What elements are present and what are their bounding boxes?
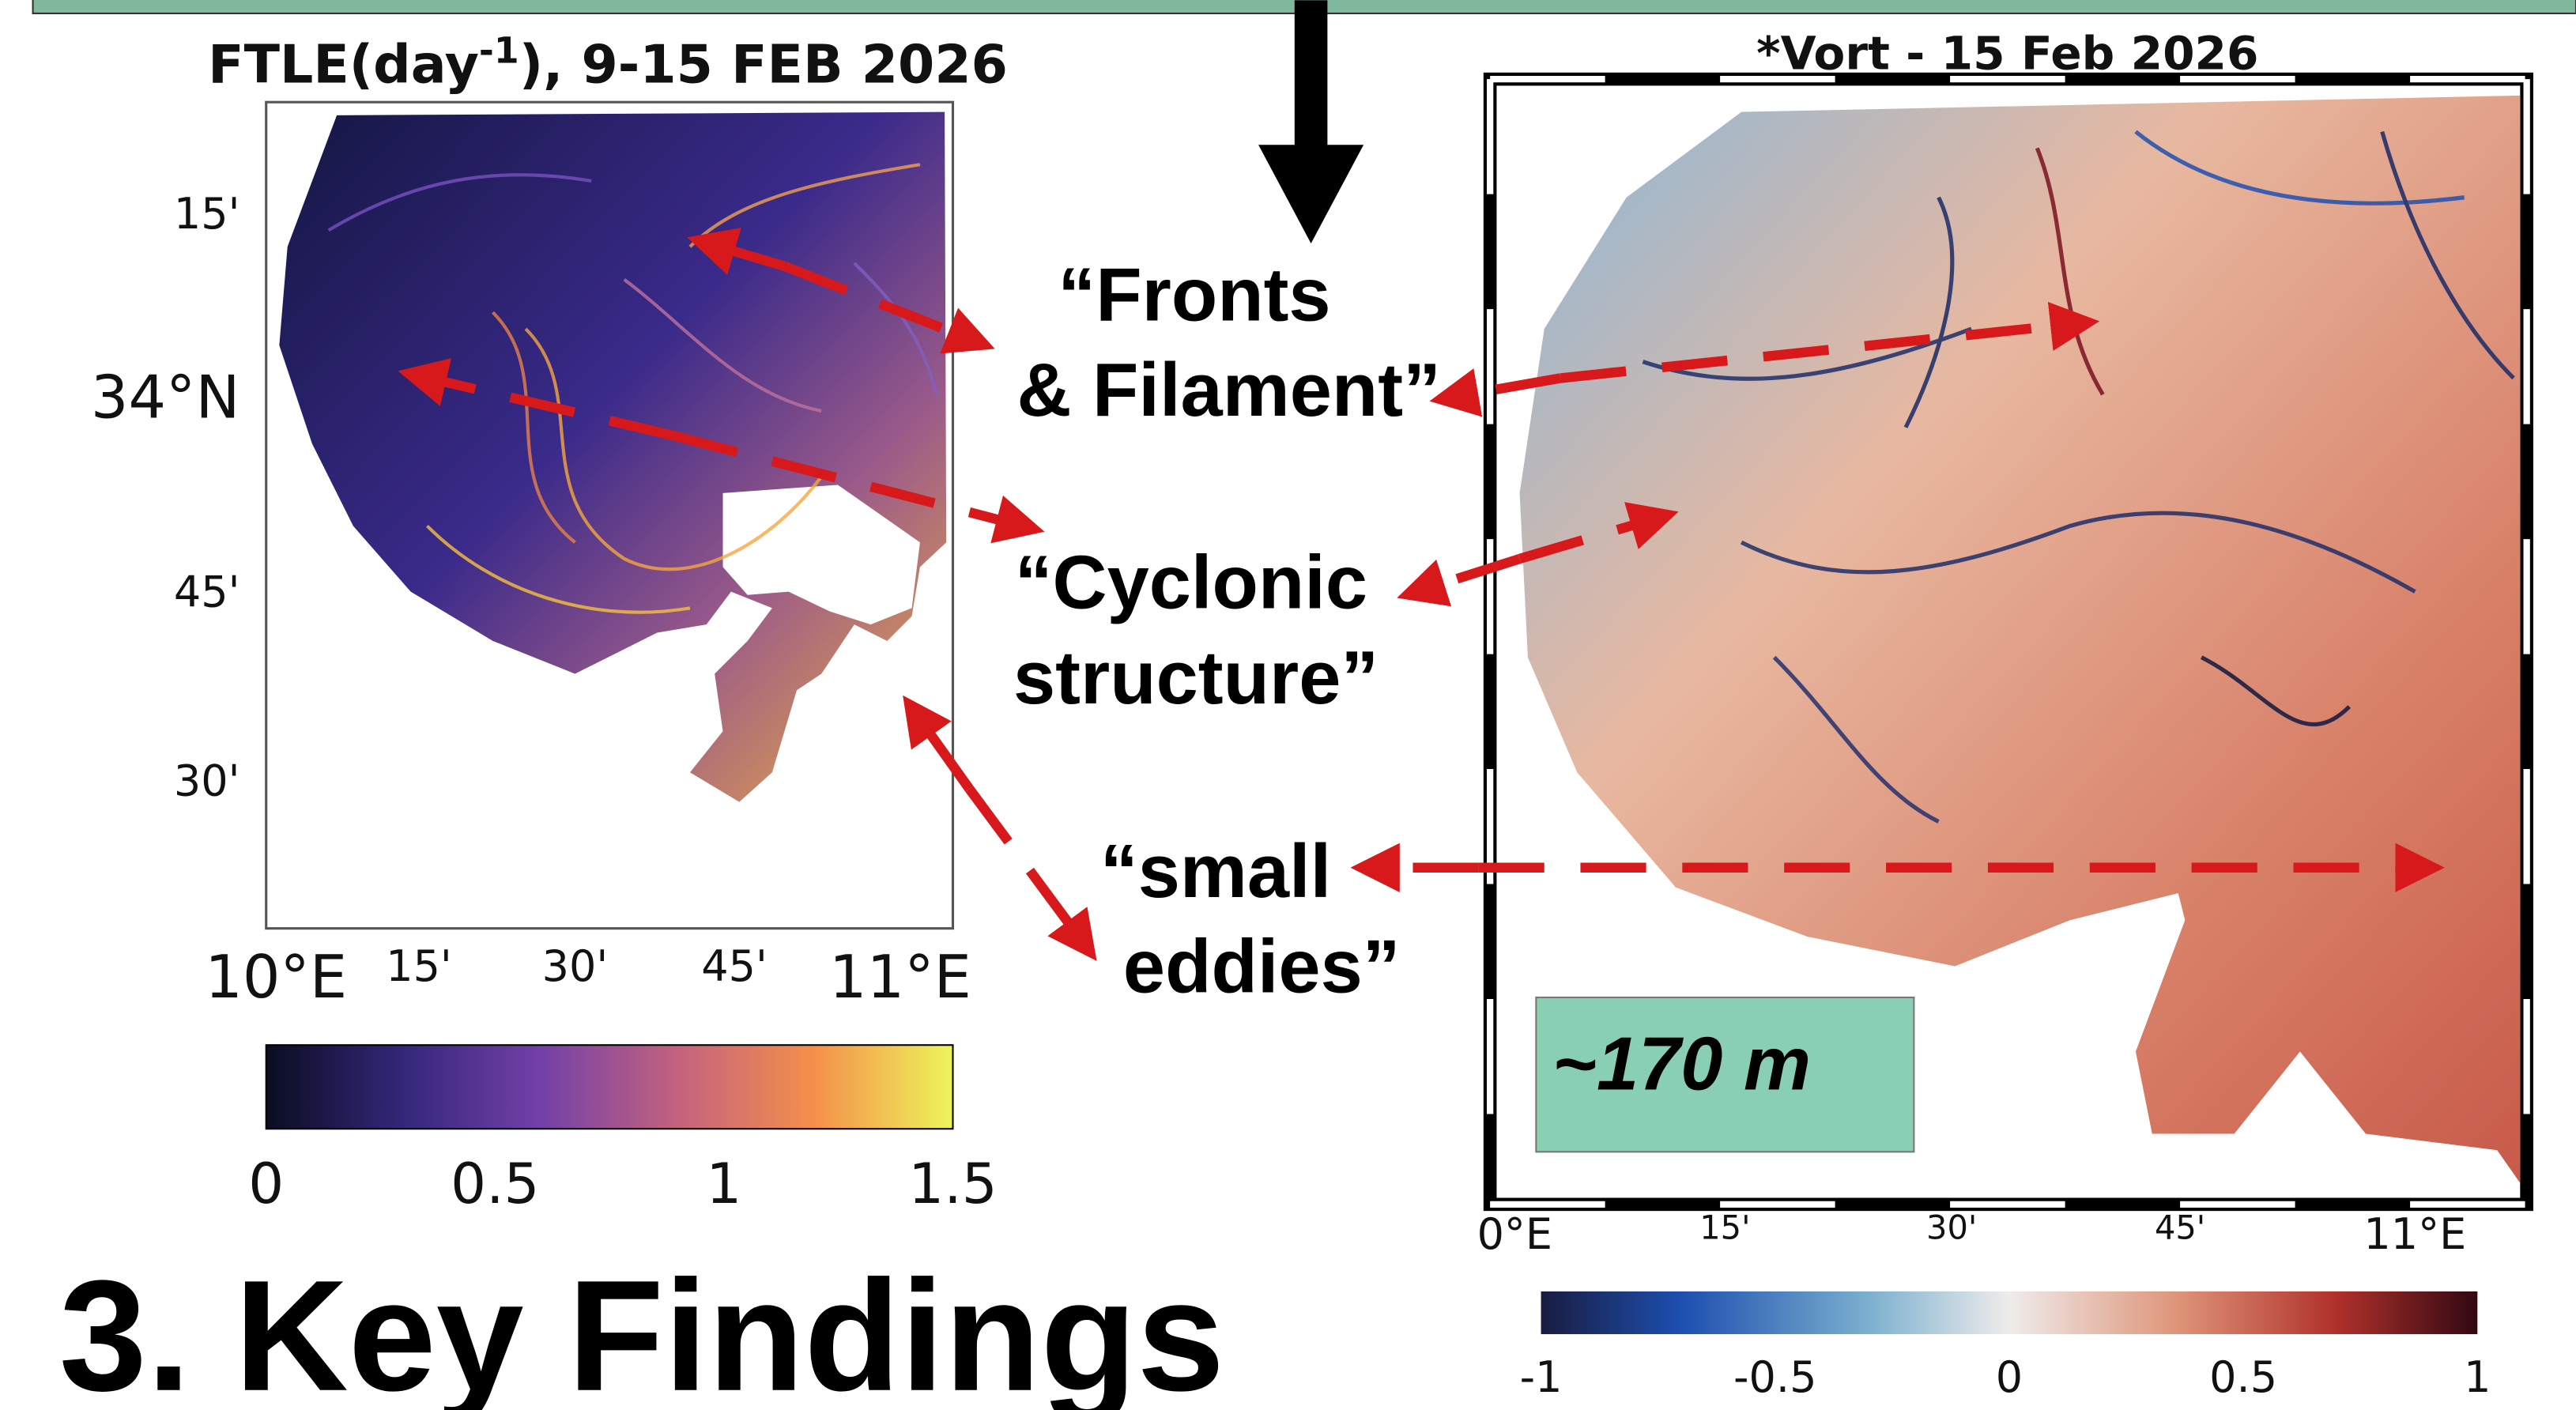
vort-colorbar (1541, 1291, 2478, 1334)
y-tick-label: 34°N (91, 363, 240, 432)
x-tick-label: 30' (1926, 1208, 1977, 1246)
y-tick-label: 15' (174, 189, 240, 239)
y-tick-label: 30' (174, 756, 240, 805)
section-heading: 3. Key Findings (59, 1248, 1224, 1410)
x-tick-label: 45' (2155, 1208, 2205, 1246)
colorbar-tick-label: 1.5 (908, 1151, 997, 1216)
colorbar-tick-label: 1 (2464, 1352, 2491, 1402)
annotation: eddies” (1123, 925, 1401, 1009)
right-title: *Vort - 15 Feb 2026 (1756, 27, 2258, 81)
colorbar-tick-label: -1 (1520, 1352, 1563, 1402)
x-tick-label: 15' (386, 941, 452, 991)
arrow-head (1258, 145, 1363, 243)
arrow-shaft (1295, 0, 1328, 148)
poster: FTLE(day-1), 9-15 FEB 2026 “Fronts & Fil… (0, 0, 2576, 1410)
left-title: FTLE(day-1), 9-15 FEB 2026 (208, 29, 1008, 95)
title-text: ), 9-15 FEB 2026 (519, 33, 1008, 95)
y-tick-label: 45' (174, 567, 240, 616)
annotation: “Fronts (1058, 253, 1330, 337)
x-tick-label: 10°E (205, 943, 347, 1012)
title-text: FTLE(day (208, 33, 479, 95)
ftle-colorbar (266, 1045, 953, 1129)
annotation: “small (1100, 829, 1331, 914)
x-tick-label: 11°E (829, 943, 971, 1012)
colorbar-tick-label: -0.5 (1733, 1352, 1816, 1402)
x-tick-label: 11°E (2363, 1209, 2466, 1259)
page: {"left_panel": {"title": {"prefix": "FTL… (0, 0, 2576, 1410)
x-tick-label: 30' (542, 941, 609, 991)
colorbar-tick-label: 0 (248, 1151, 284, 1216)
colorbar-tick-label: 1 (706, 1151, 741, 1216)
annotation: structure” (1013, 635, 1379, 720)
x-tick-label: 15' (1699, 1208, 1750, 1246)
x-tick-label: 45' (701, 941, 768, 991)
annotation: & Filament” (1016, 348, 1440, 432)
colorbar-tick-label: 0 (1996, 1352, 2023, 1402)
colorbar-tick-label: 0.5 (451, 1151, 539, 1216)
title-superscript: -1 (479, 29, 519, 71)
colorbar-tick-label: 0.5 (2209, 1352, 2277, 1402)
x-tick-label: 0°E (1477, 1209, 1553, 1259)
annotation: “Cyclonic (1015, 540, 1367, 624)
resolution-label: ~170 m (1552, 1021, 1811, 1106)
